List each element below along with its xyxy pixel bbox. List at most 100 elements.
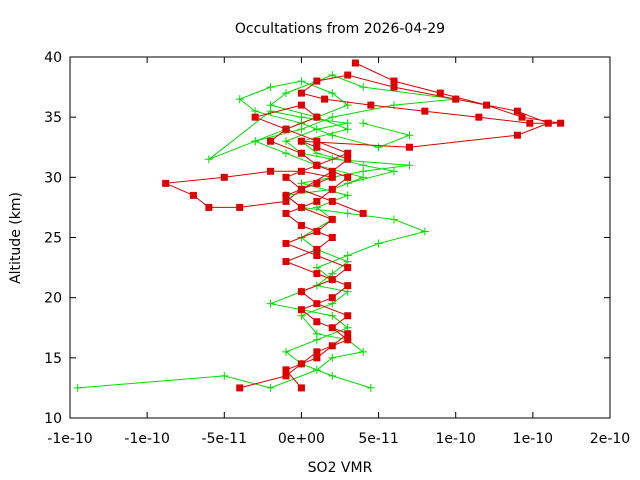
y-tick-label: 10 xyxy=(44,411,62,427)
data-point xyxy=(313,318,321,326)
data-point xyxy=(282,173,290,181)
data-point xyxy=(73,383,82,392)
y-tick-label: 30 xyxy=(44,170,62,186)
axis-layer: -1e-10 -1e-10 -5e-11 0e+00 5e-11 1e-10 1e-10 2e… xyxy=(44,50,630,447)
data-point xyxy=(420,227,429,236)
data-point xyxy=(313,113,321,121)
data-point xyxy=(343,251,352,260)
data-point xyxy=(313,77,321,85)
data-point xyxy=(297,77,306,86)
data-point xyxy=(513,131,521,139)
data-point xyxy=(282,258,290,266)
data-point xyxy=(544,119,552,127)
data-point xyxy=(351,59,359,67)
data-point xyxy=(344,71,352,79)
data-point xyxy=(405,143,413,151)
data-point xyxy=(282,240,290,248)
data-point xyxy=(328,89,337,98)
data-point xyxy=(204,155,213,164)
data-point xyxy=(328,371,337,380)
data-point xyxy=(344,330,352,338)
data-point xyxy=(321,95,329,103)
data-point xyxy=(313,143,321,151)
y-tick-label: 25 xyxy=(44,231,62,247)
data-point xyxy=(251,113,259,121)
data-point xyxy=(313,246,321,254)
data-point xyxy=(282,137,290,146)
data-point xyxy=(526,119,534,127)
data-point xyxy=(313,179,321,187)
data-point xyxy=(328,234,336,241)
data-point xyxy=(344,173,352,181)
data-point xyxy=(344,282,352,290)
data-point xyxy=(366,383,375,392)
data-point xyxy=(282,372,290,380)
data-point xyxy=(312,335,321,344)
data-point xyxy=(359,83,368,92)
data-point xyxy=(513,107,521,115)
data-point xyxy=(359,119,368,128)
data-point xyxy=(297,89,305,97)
data-point xyxy=(328,173,336,181)
data-point xyxy=(313,252,321,260)
series-2 xyxy=(162,59,565,392)
data-point xyxy=(313,161,321,169)
x-tick-label: 0e+00 xyxy=(278,431,325,447)
data-point xyxy=(359,173,368,182)
data-point xyxy=(405,161,414,170)
data-point xyxy=(390,77,398,85)
data-point xyxy=(405,131,414,140)
x-tick-label: 2e-10 xyxy=(590,431,630,447)
data-point xyxy=(267,167,275,175)
data-point xyxy=(313,354,321,362)
data-point xyxy=(266,383,275,392)
data-point xyxy=(436,89,444,97)
series-line-2 xyxy=(163,62,561,389)
x-tick-label: 1e-10 xyxy=(436,431,476,447)
data-point xyxy=(313,137,321,145)
data-point xyxy=(251,137,260,146)
y-axis-label: Altitude (km) xyxy=(8,192,24,284)
data-point xyxy=(297,288,305,296)
data-point xyxy=(344,149,352,157)
series-0 xyxy=(73,71,460,392)
data-point xyxy=(282,191,290,199)
data-point xyxy=(344,312,352,320)
data-point xyxy=(266,299,275,308)
chart-title: Occultations from 2026-04-29 xyxy=(235,21,445,37)
data-point xyxy=(236,384,244,392)
data-point xyxy=(421,107,429,115)
data-point xyxy=(266,83,275,92)
data-point xyxy=(343,191,352,200)
data-point xyxy=(328,113,337,122)
data-point xyxy=(452,95,460,103)
data-point xyxy=(344,336,352,344)
data-point xyxy=(282,125,290,133)
data-point xyxy=(282,149,290,158)
x-tick-label: 5e-11 xyxy=(358,431,398,447)
data-point xyxy=(475,113,483,121)
data-point xyxy=(390,83,398,91)
data-point xyxy=(266,101,275,110)
data-point xyxy=(313,197,321,205)
data-point xyxy=(359,209,367,217)
data-point xyxy=(162,179,170,187)
series-layer xyxy=(73,59,565,392)
data-point xyxy=(343,209,352,218)
data-point xyxy=(205,203,213,211)
data-point xyxy=(328,215,336,223)
series-3 xyxy=(251,101,367,392)
data-point xyxy=(297,221,305,229)
data-point xyxy=(328,311,337,320)
data-point xyxy=(220,371,229,380)
data-point xyxy=(328,185,336,193)
y-tick-label: 40 xyxy=(44,50,62,66)
x-tick-label: -5e-11 xyxy=(202,431,247,447)
data-point xyxy=(328,353,337,362)
data-point xyxy=(359,347,368,356)
data-point xyxy=(390,167,398,176)
data-point xyxy=(267,137,275,145)
data-point xyxy=(313,270,321,278)
